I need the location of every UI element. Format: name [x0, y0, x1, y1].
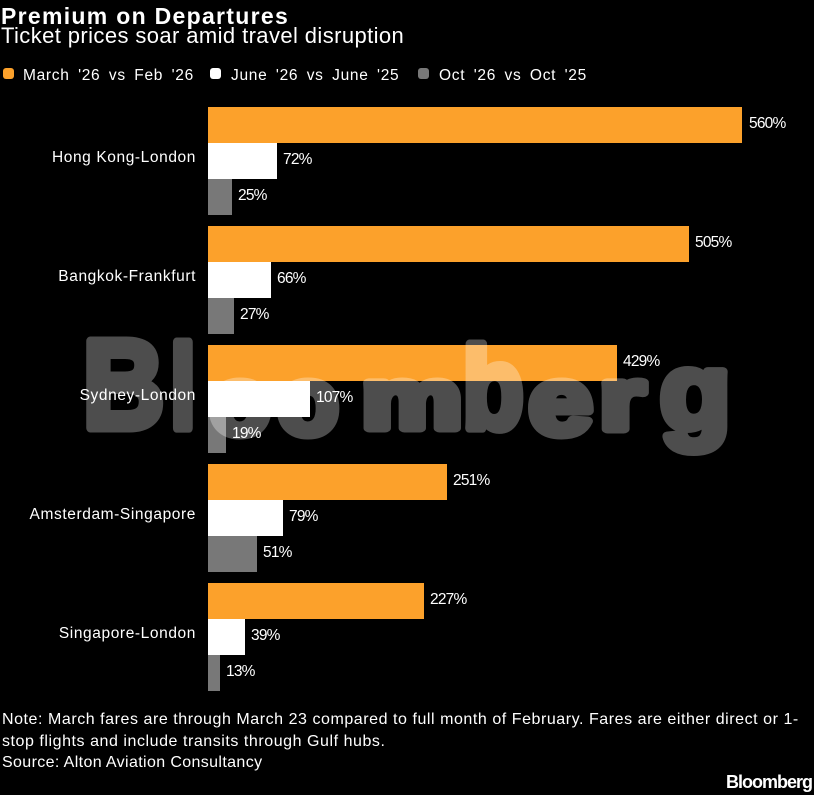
svg-text:r: r	[600, 351, 645, 448]
svg-text:o: o	[278, 348, 339, 455]
svg-text:m: m	[362, 352, 462, 447]
svg-text:l: l	[170, 321, 196, 454]
svg-text:B: B	[83, 314, 165, 455]
svg-text:g: g	[660, 331, 731, 452]
svg-text:e: e	[529, 348, 593, 455]
svg-text:o: o	[210, 348, 271, 455]
svg-text:b: b	[463, 323, 524, 453]
